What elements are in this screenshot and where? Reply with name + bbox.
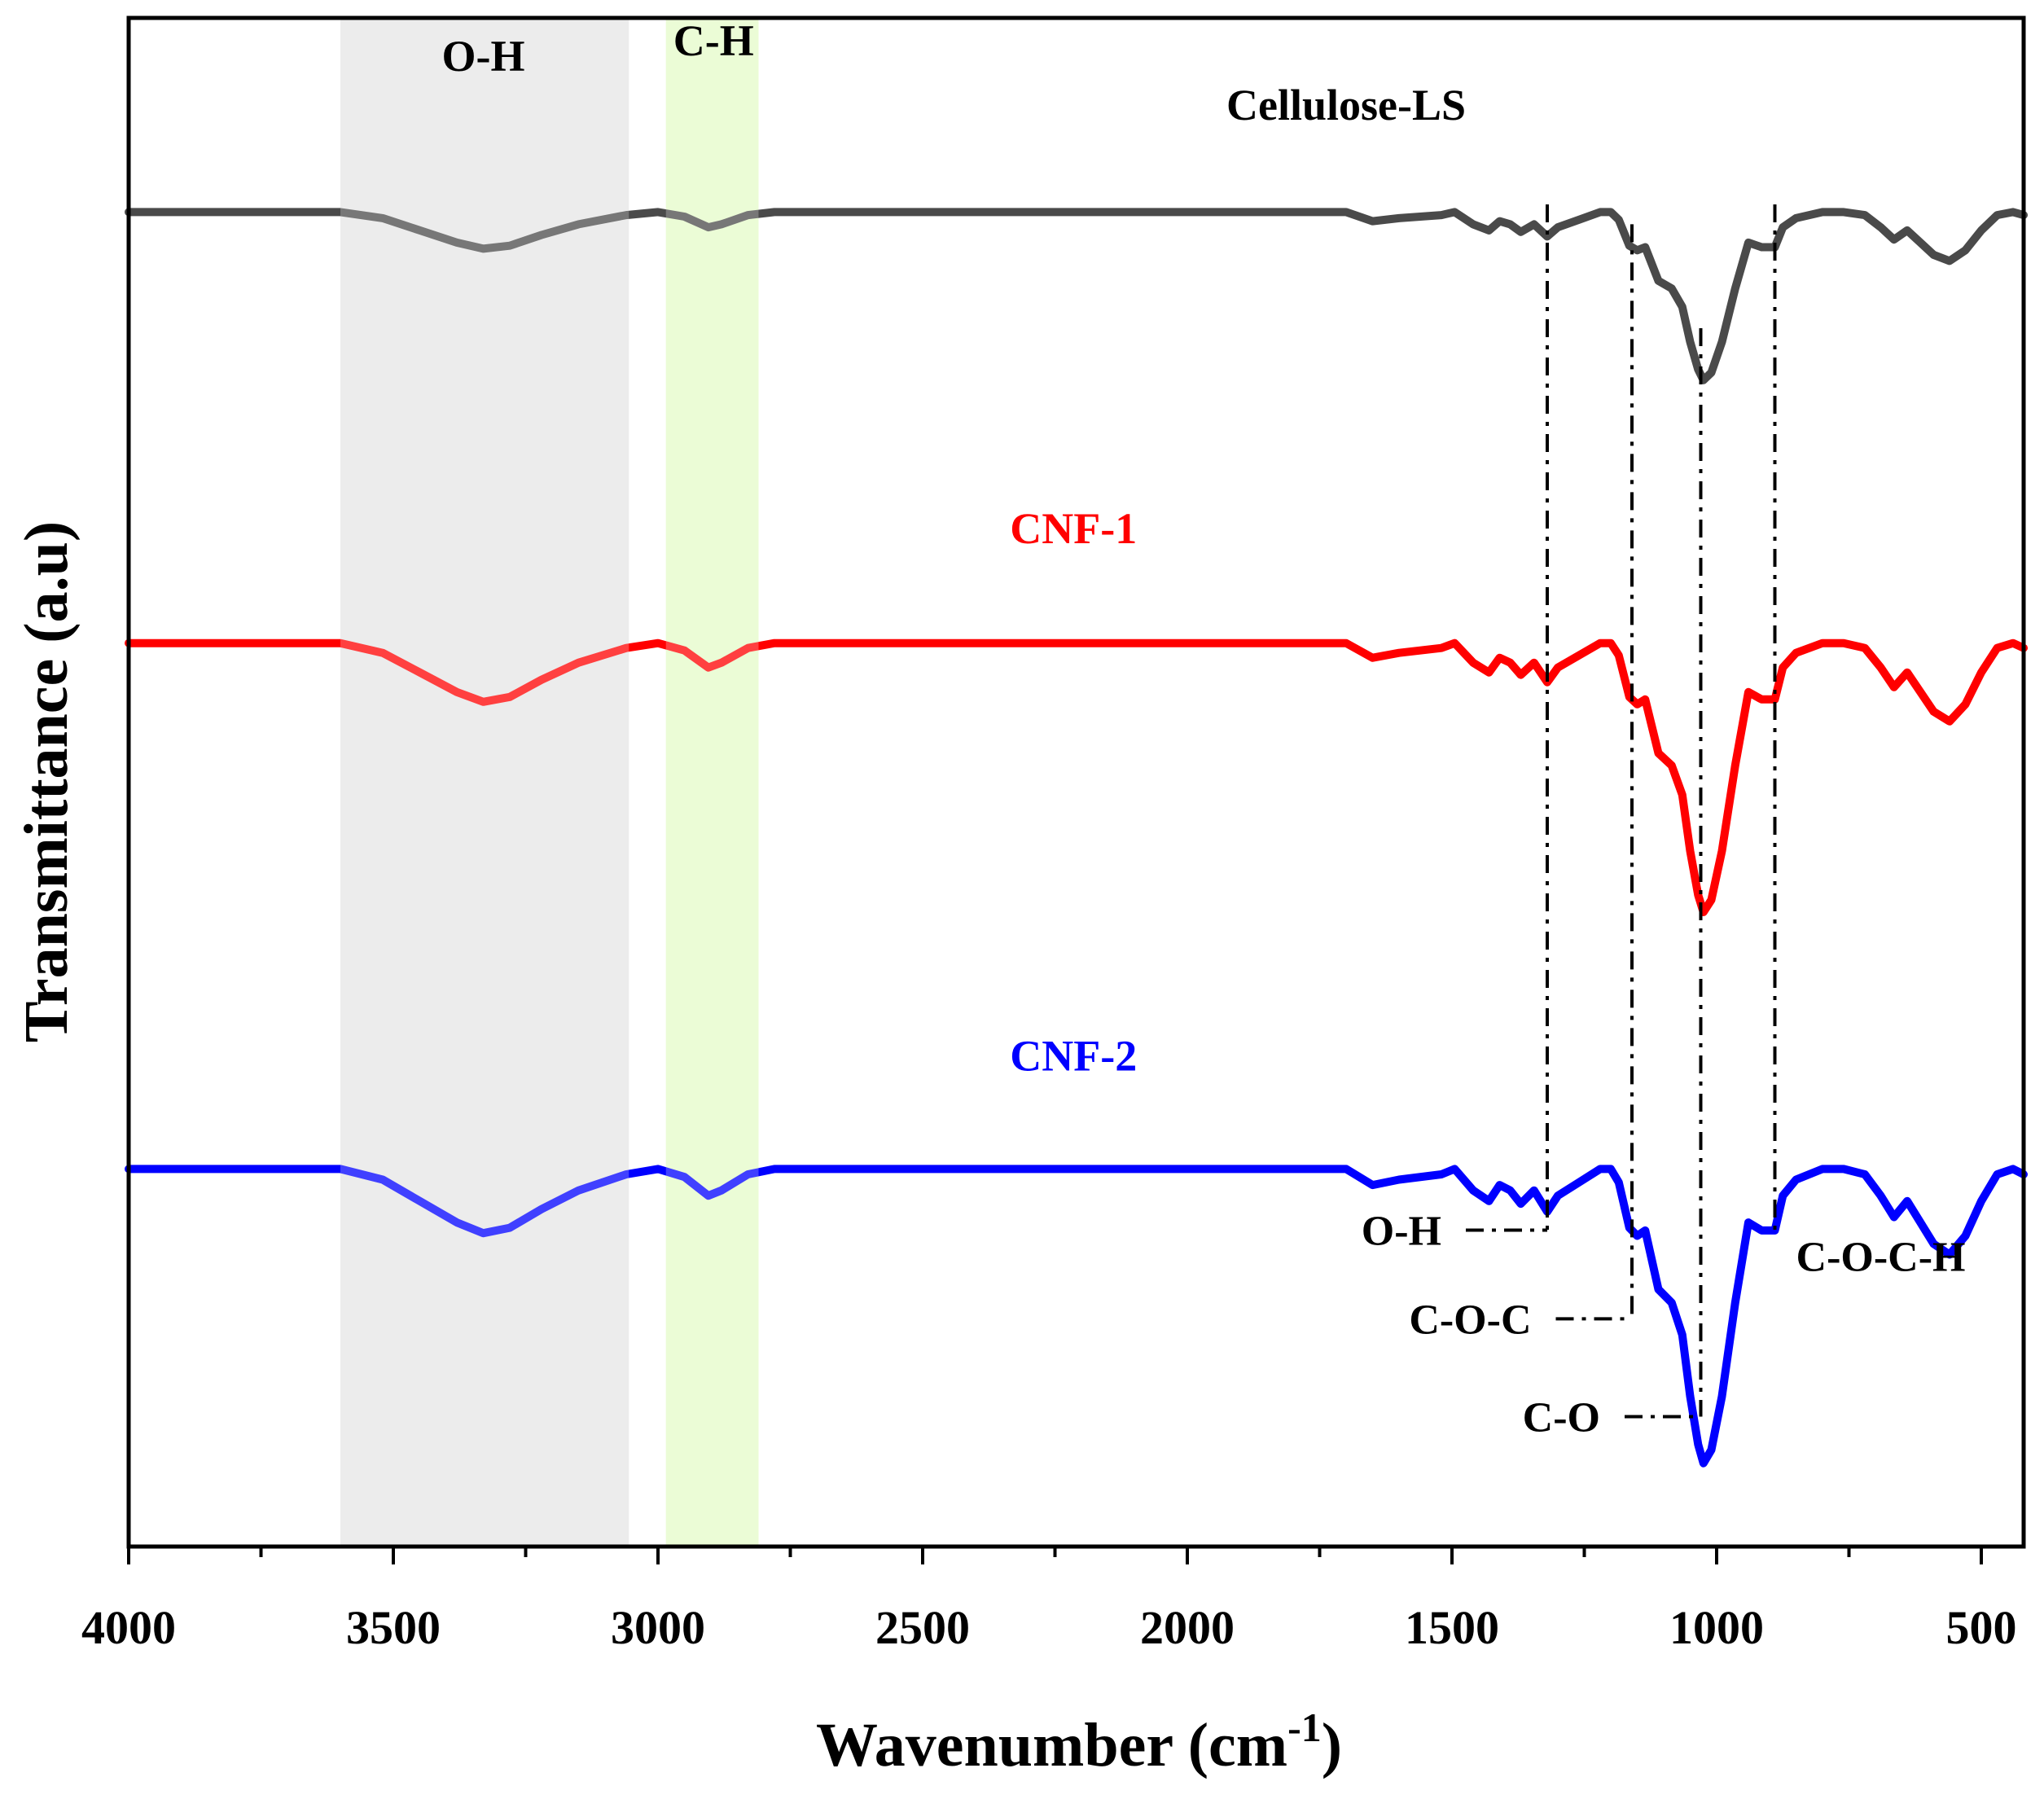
spectra-series xyxy=(125,208,2028,1468)
band-o-h xyxy=(340,18,629,1547)
peak-label-1: O-H xyxy=(1362,1208,1441,1254)
x-tick-label: 500 xyxy=(1946,1601,2017,1654)
x-axis-title-close: ) xyxy=(1322,1711,1342,1779)
chart-annotations: Cellulose-LS CNF-1 CNF-2 O-H C-H xyxy=(442,16,1467,1080)
series-line-cnf-1 xyxy=(125,638,2028,916)
series-line-cellulose-ls xyxy=(125,208,2028,384)
series-line-cnf-2 xyxy=(125,1165,2028,1468)
band-overlay-c-h xyxy=(665,18,759,1547)
series-label-3: CNF-2 xyxy=(1010,1031,1137,1080)
x-axis-title-superscript: -1 xyxy=(1287,1705,1322,1750)
x-tick-label: 2000 xyxy=(1140,1601,1235,1654)
band-label-2: C-H xyxy=(673,16,754,65)
peak-label-3: C-O xyxy=(1523,1394,1600,1441)
x-axis-title: Wavenumber (cm-1) xyxy=(816,1705,1342,1779)
y-axis-title: Transmittance (a.u) xyxy=(12,521,81,1042)
x-tick-label: 3000 xyxy=(611,1601,705,1654)
series-label-2: CNF-1 xyxy=(1010,504,1137,553)
x-tick-label: 4000 xyxy=(81,1601,176,1654)
band-label-1: O-H xyxy=(442,32,525,81)
x-axis: 4000 3500 3000 2500 2000 1500 1000 500 xyxy=(81,1547,2017,1654)
x-axis-title-text: Wavenumber (cm xyxy=(816,1711,1287,1779)
peak-label-2: C-O-C xyxy=(1409,1297,1531,1343)
x-tick-label: 2500 xyxy=(875,1601,970,1654)
x-tick-label: 3500 xyxy=(346,1601,441,1654)
peak-label-4: C-O-C-H xyxy=(1796,1234,1966,1280)
absorption-bands xyxy=(340,18,759,1547)
band-overlay-o-h xyxy=(340,18,629,1547)
series-label-1: Cellulose-LS xyxy=(1226,81,1466,129)
x-tick-label: 1500 xyxy=(1405,1601,1499,1654)
plot-frame xyxy=(126,15,2026,1549)
peak-markers: O-H C-O-C C-O C-O-C-H xyxy=(1362,204,1966,1441)
x-tick-label: 1000 xyxy=(1669,1601,1764,1654)
band-c-h xyxy=(665,18,759,1547)
